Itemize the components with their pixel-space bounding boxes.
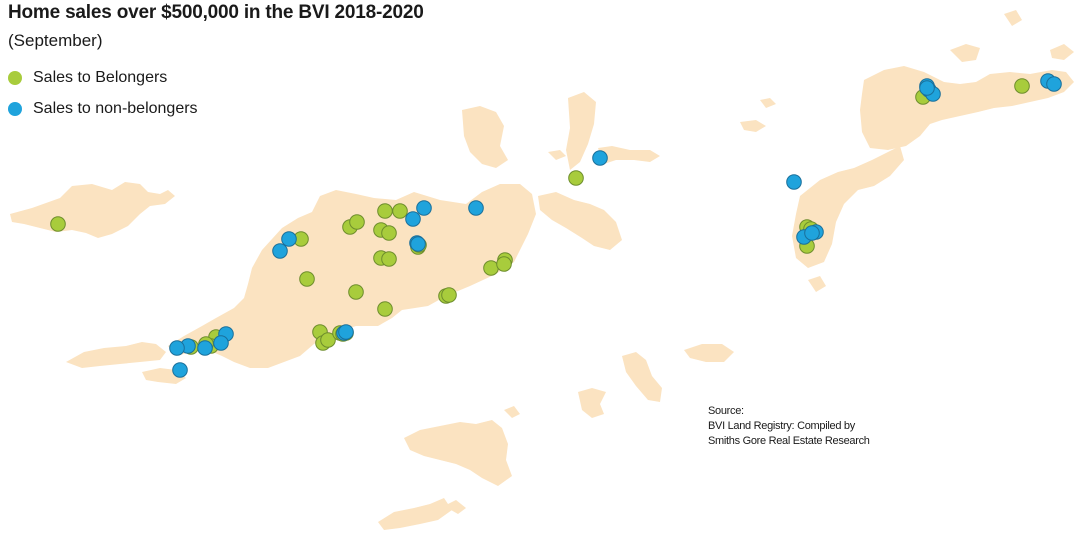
belonger-dot-icon xyxy=(8,70,22,85)
legend-label-belongers: Sales to Belongers xyxy=(33,68,168,86)
island-jost-east xyxy=(1050,44,1074,60)
non-belonger-sale-marker xyxy=(786,174,802,190)
non-belonger-sale-marker xyxy=(172,362,188,378)
non-belonger-sale-marker xyxy=(338,324,354,340)
island-north-cay xyxy=(950,44,980,62)
belonger-sale-marker xyxy=(381,251,397,267)
legend: Sales to Belongers Sales to non-belonger… xyxy=(8,62,198,124)
belonger-sale-marker xyxy=(496,256,512,272)
source-heading: Source: xyxy=(708,405,744,417)
source-note: Source: BVI Land Registry: Compiled by S… xyxy=(708,404,870,449)
belonger-sale-marker xyxy=(441,287,457,303)
belonger-sale-marker xyxy=(483,260,499,276)
legend-item-belongers: Sales to Belongers xyxy=(8,62,198,93)
markers-layer xyxy=(50,73,1062,378)
island-small-east-1 xyxy=(740,120,766,132)
island-guana xyxy=(566,92,596,170)
non-belonger-dot-icon xyxy=(8,101,22,116)
island-south-small xyxy=(378,498,452,530)
source-line-2: Smiths Gore Real Estate Research xyxy=(708,435,870,447)
non-belonger-sale-marker xyxy=(468,200,484,216)
belonger-sale-marker xyxy=(377,203,393,219)
non-belonger-sale-marker xyxy=(416,200,432,216)
non-belonger-sale-marker xyxy=(919,80,935,96)
non-belonger-sale-marker xyxy=(592,150,608,166)
island-small-vg-south xyxy=(808,276,826,292)
island-cay-east xyxy=(598,146,660,164)
island-small-cooper-2 xyxy=(444,500,466,514)
non-belonger-sale-marker xyxy=(281,231,297,247)
belonger-sale-marker xyxy=(348,284,364,300)
non-belonger-sale-marker xyxy=(169,340,185,356)
belonger-sale-marker xyxy=(1014,78,1030,94)
non-belonger-sale-marker xyxy=(197,340,213,356)
island-salt xyxy=(622,352,662,402)
island-small-east-2 xyxy=(760,98,776,108)
island-mosquito xyxy=(1004,10,1022,26)
map-subtitle: (September) xyxy=(8,31,103,50)
non-belonger-sale-marker xyxy=(410,236,426,252)
non-belonger-sale-marker xyxy=(1046,76,1062,92)
legend-item-non-belongers: Sales to non-belongers xyxy=(8,93,198,124)
island-tortola xyxy=(168,184,536,368)
island-peter xyxy=(538,192,622,250)
belonger-sale-marker xyxy=(381,225,397,241)
non-belonger-sale-marker xyxy=(272,243,288,259)
island-tortola-south xyxy=(66,342,166,368)
island-west-end xyxy=(10,182,175,238)
island-ginger xyxy=(578,388,606,418)
island-small-south-1 xyxy=(504,406,520,418)
non-belonger-sale-marker xyxy=(405,211,421,227)
source-line-1: BVI Land Registry: Compiled by xyxy=(708,420,855,432)
island-norman xyxy=(684,344,734,362)
belonger-sale-marker xyxy=(320,332,336,348)
legend-label-non-belongers: Sales to non-belongers xyxy=(33,99,198,117)
non-belonger-sale-marker xyxy=(213,335,229,351)
island-small-tortola-1 xyxy=(548,150,566,160)
island-beef-island xyxy=(462,106,508,168)
belonger-sale-marker xyxy=(392,203,408,219)
belonger-sale-marker xyxy=(349,214,365,230)
map-title: Home sales over $500,000 in the BVI 2018… xyxy=(8,2,424,23)
non-belonger-sale-marker xyxy=(804,225,820,241)
island-cooper xyxy=(404,420,512,486)
belonger-sale-marker xyxy=(568,170,584,186)
belonger-sale-marker xyxy=(377,301,393,317)
belonger-sale-marker xyxy=(299,271,315,287)
belonger-sale-marker xyxy=(50,216,66,232)
